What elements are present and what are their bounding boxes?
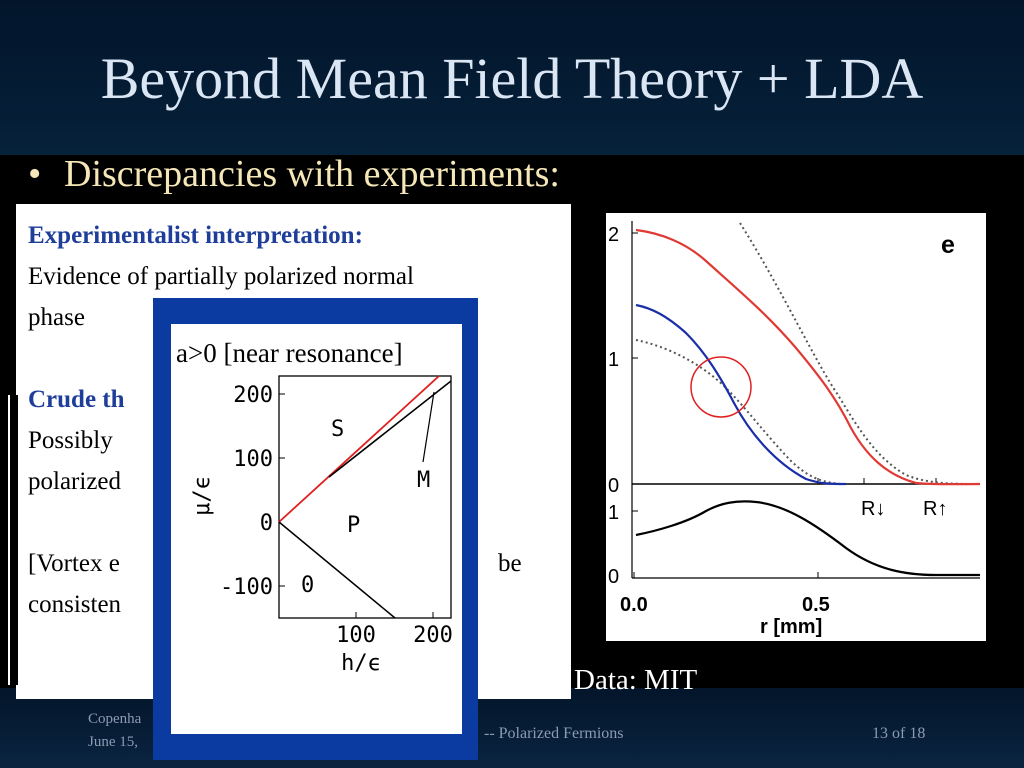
phase-x-tick-100: 100 (336, 623, 376, 648)
phase-axes-box (278, 375, 452, 619)
phase-x-axis-label: h/ϵ (341, 651, 381, 676)
x-tick-label-0: 0.0 (620, 594, 648, 616)
r-down-label: R↓ (861, 498, 885, 520)
y-tick-label-bottom-1: 1 (608, 502, 619, 524)
phase-boundary-red (278, 375, 440, 523)
x-tick-label-05: 0.5 (802, 594, 830, 616)
phase-boundary-black-upper (328, 380, 452, 478)
experiment-text: Experimentalist interpretation: Evidence… (28, 215, 563, 625)
experiment-line-5-left: [Vortex e (28, 550, 120, 577)
slide-title: Beyond Mean Field Theory + LDA (100, 46, 924, 111)
majority-density-curve (635, 228, 981, 486)
highlight-circle (690, 356, 752, 418)
panel-label: e (941, 231, 955, 259)
experiment-line-5: [Vortex e be (28, 543, 563, 584)
experiment-box: Experimentalist interpretation: Evidence… (16, 204, 571, 699)
region-label-m: M (417, 468, 430, 493)
density-plot: 2 1 0 1 0 0.0 0.5 r [mm] e R↓ R↑ (606, 213, 986, 641)
bullet-dot: • (28, 153, 42, 195)
bullet-item: • Discrepancies with experiments: (28, 152, 560, 196)
m-region-pointer (422, 391, 435, 463)
slide-header (0, 0, 1024, 155)
crude-theory-heading: Crude th (28, 386, 125, 413)
experiment-line-5-right: be (498, 550, 522, 577)
phase-y-tick-100: 100 (233, 447, 273, 472)
experiment-line-3: Possibly (28, 427, 113, 454)
y-tick-label-2: 2 (608, 224, 619, 246)
experimentalist-heading: Experimentalist interpretation: (28, 222, 363, 249)
experiment-line-2: phase (28, 304, 85, 331)
phase-x-tick-200: 200 (413, 623, 453, 648)
region-label-p: P (347, 513, 360, 538)
page-number: 13 of 18 (872, 725, 926, 742)
footer-left-line1: Copenha (88, 711, 142, 727)
phase-y-tick-0: 0 (260, 511, 273, 536)
phase-y-axis-label: μ/ϵ (190, 476, 215, 516)
phase-diagram-panel: 200 100 0 -100 100 200 h/ϵ μ/ϵ S M P 0 (171, 324, 462, 734)
footer-left: Copenha June 15, (88, 708, 141, 754)
y-tick-label-0: 0 (608, 475, 619, 497)
experiment-line-1: Evidence of partially polarized normal (28, 263, 414, 290)
phase-boundary-black-lower (278, 521, 396, 619)
bullet-text: Discrepancies with experiments: (64, 153, 560, 195)
region-label-s: S (331, 417, 344, 442)
r-up-label: R↑ (923, 498, 947, 520)
experiment-line-4: polarized (28, 468, 122, 495)
phase-y-tick-200: 200 (233, 383, 273, 408)
phase-y-tick-neg100: -100 (220, 575, 273, 600)
footer-title: -- Polarized Fermions (484, 725, 624, 742)
region-label-0: 0 (301, 573, 314, 598)
minority-fit-curve (635, 339, 842, 485)
difference-density-curve (635, 500, 980, 577)
footer-left-line2: June 15, (88, 734, 138, 750)
x-axis-label: r [mm] (760, 616, 822, 638)
density-plot-svg: 2 1 0 1 0 0.0 0.5 r [mm] e R↓ R↑ (608, 221, 981, 638)
y-tick-label-bottom-0: 0 (608, 566, 619, 588)
majority-fit-curve (739, 222, 981, 485)
phase-diagram-svg: 200 100 0 -100 100 200 h/ϵ μ/ϵ S M P 0 (190, 375, 453, 676)
y-tick-label-1: 1 (608, 349, 619, 371)
data-credit: Data: MIT (574, 664, 698, 696)
phase-diagram-caption: a>0 [near resonance] (176, 338, 403, 368)
underlying-panel-edge (8, 395, 18, 685)
experiment-line-6: consisten (28, 591, 122, 618)
minority-density-curve (635, 303, 847, 486)
